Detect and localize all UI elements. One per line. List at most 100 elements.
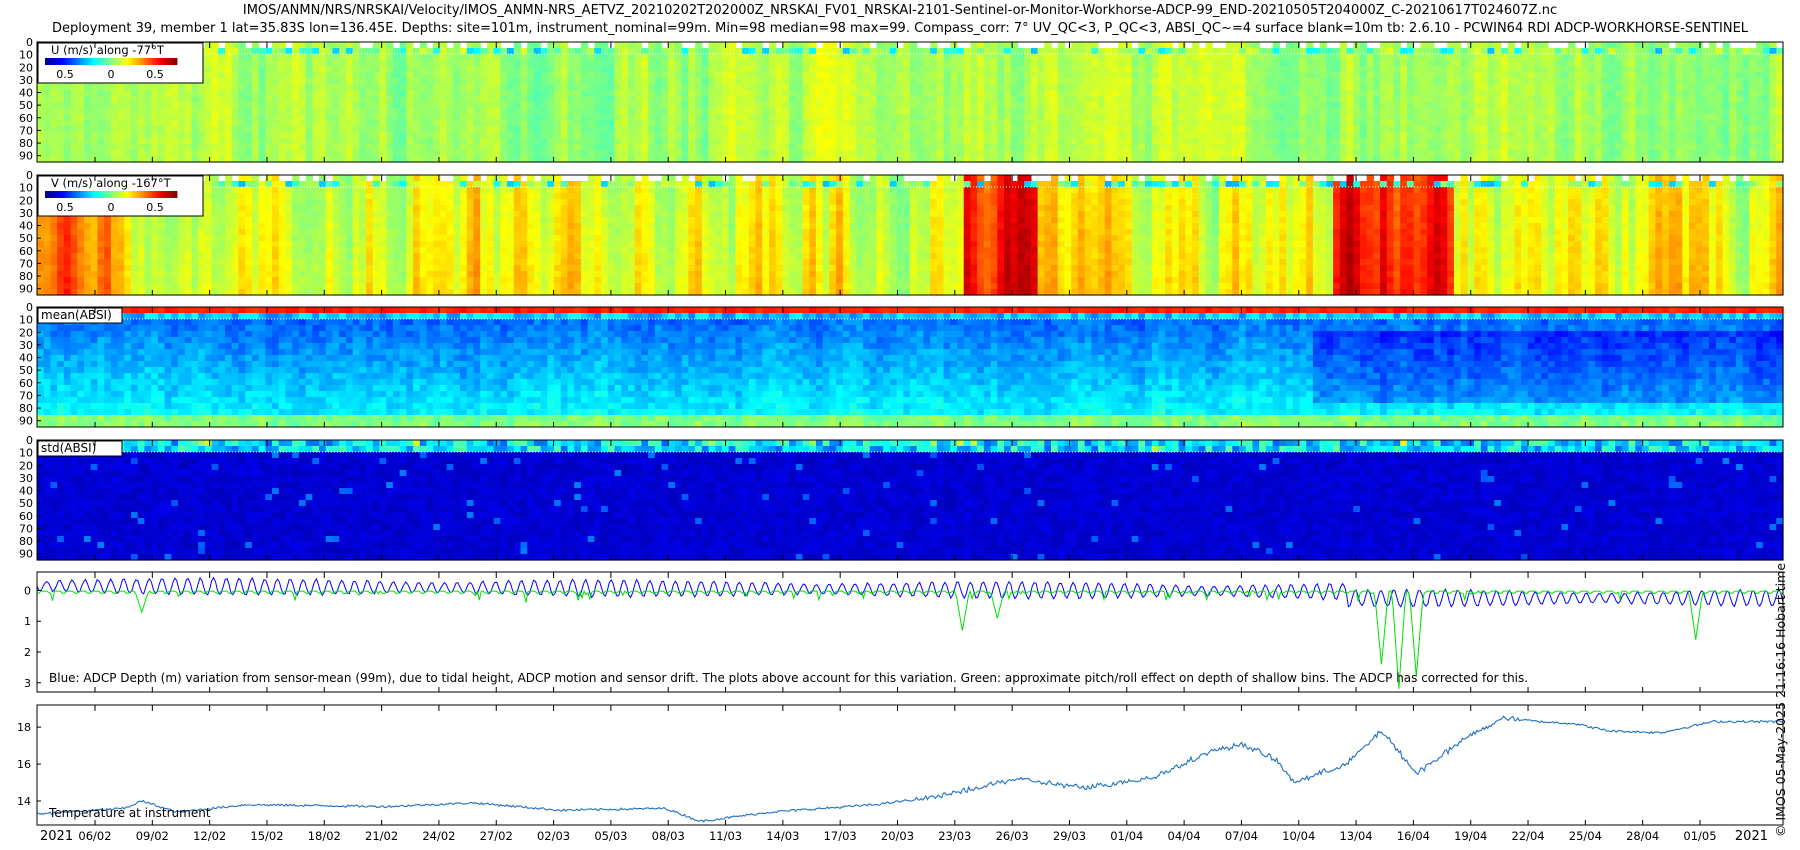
y-tick-3-0: 0 bbox=[26, 434, 33, 447]
y-tick-0-2: 20 bbox=[19, 61, 33, 74]
x-tick-label-7: 27/02 bbox=[480, 829, 513, 843]
y-tick-1-8: 80 bbox=[19, 270, 33, 283]
y-tick-1-9: 90 bbox=[19, 283, 33, 296]
pitch-roll-series-line bbox=[36, 589, 1784, 689]
x-tick-label-21: 10/04 bbox=[1282, 829, 1315, 843]
x-tick-label-4: 18/02 bbox=[308, 829, 341, 843]
panel-frame-1 bbox=[36, 174, 1784, 296]
y-tick-0-4: 40 bbox=[19, 87, 33, 100]
x-tick-label-25: 22/04 bbox=[1511, 829, 1544, 843]
y-tick-1-0: 0 bbox=[26, 169, 33, 182]
x-tick-label-24: 19/04 bbox=[1454, 829, 1487, 843]
x-tick-label-5: 21/02 bbox=[365, 829, 398, 843]
panel-label-box-2: mean(ABSI) bbox=[37, 307, 123, 324]
depth-y-tick-0: 0 bbox=[24, 584, 31, 597]
x-tick-label-0: 06/02 bbox=[78, 829, 111, 843]
y-tick-0-1: 10 bbox=[19, 49, 33, 62]
depth-y-tick-3: 3 bbox=[24, 677, 31, 690]
x-tick-label-20: 07/04 bbox=[1225, 829, 1258, 843]
y-tick-2-4: 40 bbox=[19, 352, 33, 365]
depth-series-line bbox=[36, 576, 1784, 608]
x-tick-label-1: 09/02 bbox=[136, 829, 169, 843]
x-tick-label-15: 23/03 bbox=[938, 829, 971, 843]
y-tick-1-1: 10 bbox=[19, 182, 33, 195]
y-tick-0-6: 60 bbox=[19, 112, 33, 125]
title-line-1: IMOS/ANMN/NRS/NRSKAI/Velocity/IMOS_ANMN-… bbox=[0, 3, 1800, 18]
depth-y-tick-1: 1 bbox=[24, 615, 31, 628]
y-tick-3-4: 40 bbox=[19, 485, 33, 498]
x-tick-label-3: 15/02 bbox=[250, 829, 283, 843]
x-year-left: 2021 bbox=[40, 829, 73, 844]
y-tick-1-3: 30 bbox=[19, 207, 33, 220]
y-tick-3-9: 90 bbox=[19, 548, 33, 561]
depth-annotation: Blue: ADCP Depth (m) variation from sens… bbox=[49, 671, 1528, 685]
timestamp-note: © IMOS 05-May-2025 21:16:16 Hobart time bbox=[1773, 550, 1788, 850]
y-tick-2-2: 20 bbox=[19, 326, 33, 339]
colorbar-tick-1-0: 0.5 bbox=[56, 201, 74, 214]
x-tick-label-27: 28/04 bbox=[1626, 829, 1659, 843]
x-tick-label-23: 16/04 bbox=[1397, 829, 1430, 843]
y-tick-2-0: 0 bbox=[26, 301, 33, 314]
colorbar-label-0: U (m/s) along -77°T bbox=[51, 43, 165, 57]
x-tick-label-12: 14/03 bbox=[766, 829, 799, 843]
y-tick-3-1: 10 bbox=[19, 447, 33, 460]
y-tick-0-5: 50 bbox=[19, 99, 33, 112]
panel-label-2: mean(ABSI) bbox=[41, 308, 112, 322]
x-tick-label-28: 01/05 bbox=[1683, 829, 1716, 843]
panel-frame-0 bbox=[36, 41, 1784, 163]
y-tick-3-5: 50 bbox=[19, 497, 33, 510]
x-tick-label-6: 24/02 bbox=[422, 829, 455, 843]
colorbar-tick-1-2: 0.5 bbox=[146, 201, 164, 214]
heatmap-3 bbox=[37, 440, 1784, 561]
x-tick-label-13: 17/03 bbox=[824, 829, 857, 843]
temperature-panel-frame bbox=[36, 704, 1784, 826]
heatmap-1 bbox=[37, 175, 1784, 296]
x-year-right: 2021 bbox=[1735, 829, 1768, 844]
x-tick-label-26: 25/04 bbox=[1569, 829, 1602, 843]
y-tick-2-8: 80 bbox=[19, 402, 33, 415]
temp-y-tick-2: 18 bbox=[17, 721, 31, 734]
heatmap-0 bbox=[37, 42, 1784, 163]
y-tick-2-9: 90 bbox=[19, 415, 33, 428]
y-tick-2-1: 10 bbox=[19, 314, 33, 327]
y-tick-2-5: 50 bbox=[19, 364, 33, 377]
y-tick-3-2: 20 bbox=[19, 459, 33, 472]
y-tick-3-8: 80 bbox=[19, 535, 33, 548]
temperature-annotation: Temperature at instrument bbox=[48, 806, 211, 820]
y-tick-1-6: 60 bbox=[19, 245, 33, 258]
y-tick-0-3: 30 bbox=[19, 74, 33, 87]
temperature-series-line bbox=[36, 715, 1784, 823]
title-line-2: Deployment 39, member 1 lat=35.83S lon=1… bbox=[0, 21, 1800, 36]
x-tick-label-9: 05/03 bbox=[594, 829, 627, 843]
y-tick-1-7: 70 bbox=[19, 257, 33, 270]
y-tick-1-4: 40 bbox=[19, 220, 33, 233]
y-tick-0-9: 90 bbox=[19, 150, 33, 163]
y-tick-3-3: 30 bbox=[19, 472, 33, 485]
temp-y-tick-0: 14 bbox=[17, 795, 31, 808]
y-tick-2-3: 30 bbox=[19, 339, 33, 352]
x-tick-label-18: 01/04 bbox=[1110, 829, 1143, 843]
colorbar-tick-0-0: 0.5 bbox=[56, 68, 74, 81]
colorbar-tick-0-2: 0.5 bbox=[146, 68, 164, 81]
colorbar-label-1: V (m/s) along -167°T bbox=[51, 176, 172, 190]
x-tick-label-19: 04/04 bbox=[1168, 829, 1201, 843]
colorbar-tick-1-1: 0 bbox=[108, 201, 115, 214]
x-tick-label-2: 12/02 bbox=[193, 829, 226, 843]
x-tick-label-14: 20/03 bbox=[881, 829, 914, 843]
y-tick-0-0: 0 bbox=[26, 36, 33, 49]
depth-y-tick-2: 2 bbox=[24, 646, 31, 659]
y-tick-0-7: 70 bbox=[19, 124, 33, 137]
x-tick-label-8: 02/03 bbox=[537, 829, 570, 843]
colorbar-legend-1: V (m/s) along -167°T 0.5 0 0.5 bbox=[37, 175, 204, 217]
depth-panel-frame bbox=[36, 571, 1784, 693]
x-tick-label-17: 29/03 bbox=[1053, 829, 1086, 843]
y-tick-2-6: 60 bbox=[19, 377, 33, 390]
y-tick-1-5: 50 bbox=[19, 232, 33, 245]
colorbar-legend-0: U (m/s) along -77°T 0.5 0 0.5 bbox=[37, 42, 204, 84]
x-tick-label-11: 11/03 bbox=[709, 829, 742, 843]
y-tick-3-7: 70 bbox=[19, 522, 33, 535]
heatmap-2 bbox=[37, 307, 1784, 428]
y-tick-0-8: 80 bbox=[19, 137, 33, 150]
x-tick-label-22: 13/04 bbox=[1339, 829, 1372, 843]
x-tick-label-16: 26/03 bbox=[996, 829, 1029, 843]
